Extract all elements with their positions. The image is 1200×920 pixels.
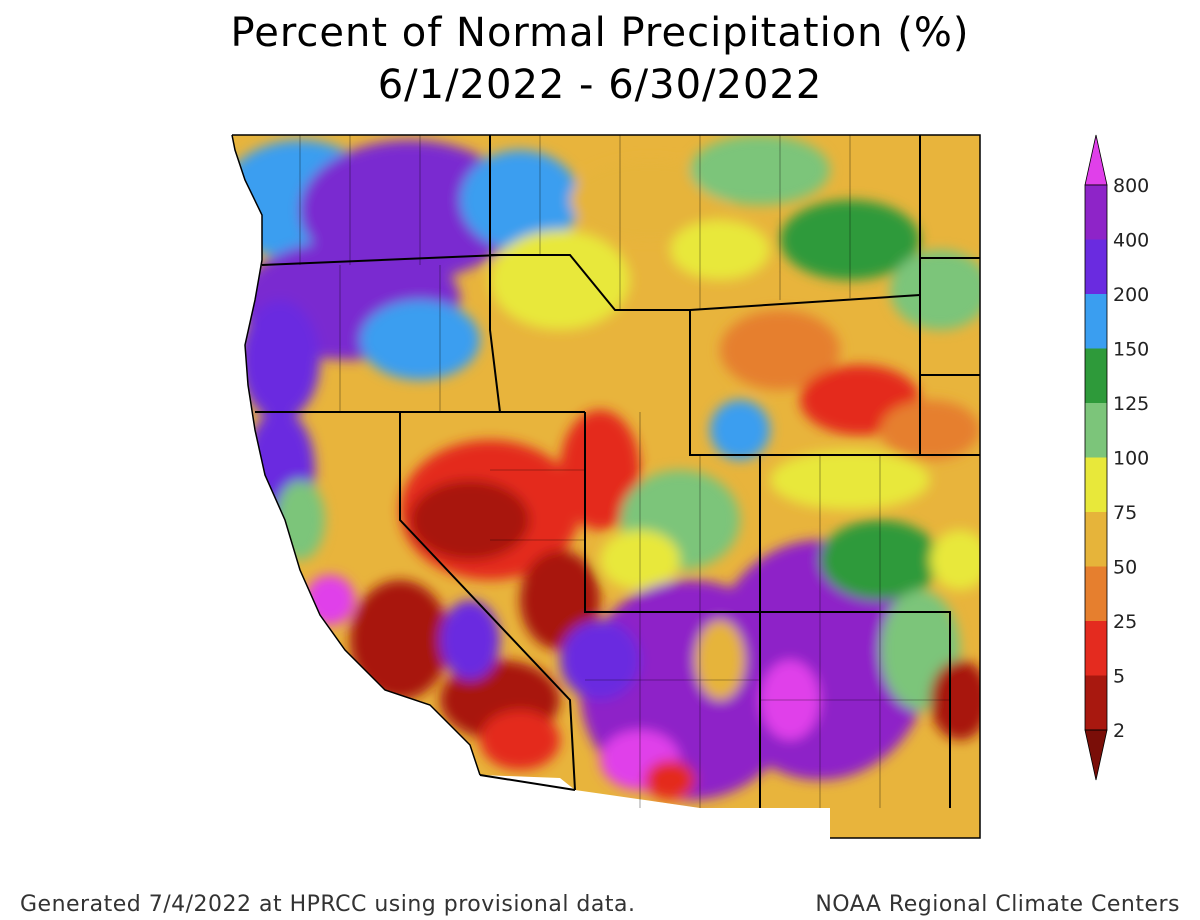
- legend-label: 2: [1113, 720, 1125, 742]
- generated-note: Generated 7/4/2022 at HPRCC using provis…: [20, 892, 636, 917]
- legend-swatch: [1085, 675, 1107, 730]
- legend-label: 800: [1113, 175, 1149, 197]
- county-borders: [299, 135, 950, 808]
- legend-swatch: [1085, 185, 1107, 240]
- legend-label: 125: [1113, 393, 1149, 415]
- state-borders: [255, 135, 980, 808]
- legend-label: 5: [1113, 666, 1125, 688]
- legend-swatch: [1085, 403, 1107, 458]
- map-frame: [232, 134, 981, 839]
- legend-swatch: [1085, 621, 1107, 676]
- legend-swatch: [1085, 294, 1107, 349]
- legend-swatch: [1085, 457, 1107, 512]
- legend: 800 400 200 150 125 100 75 50 25 5 2: [1084, 134, 1149, 781]
- legend-bottom-arrow: [1084, 729, 1108, 781]
- coastline: [231, 134, 481, 776]
- precip-field: [232, 135, 980, 838]
- map-date-range: 6/1/2022 - 6/30/2022: [377, 62, 823, 108]
- legend-top-arrow: [1084, 134, 1108, 186]
- legend-swatch: [1085, 566, 1107, 621]
- legend-label: 75: [1113, 502, 1137, 524]
- legend-label: 100: [1113, 448, 1149, 470]
- map-title: Percent of Normal Precipitation (%): [230, 10, 970, 56]
- legend-label: 200: [1113, 284, 1149, 306]
- legend-label: 50: [1113, 557, 1137, 579]
- legend-label: 25: [1113, 611, 1137, 633]
- legend-label: 150: [1113, 339, 1149, 361]
- legend-swatch: [1085, 512, 1107, 567]
- legend-swatch: [1085, 348, 1107, 403]
- legend-swatch: [1085, 239, 1107, 294]
- source-credit: NOAA Regional Climate Centers: [815, 892, 1180, 917]
- legend-label: 400: [1113, 230, 1149, 252]
